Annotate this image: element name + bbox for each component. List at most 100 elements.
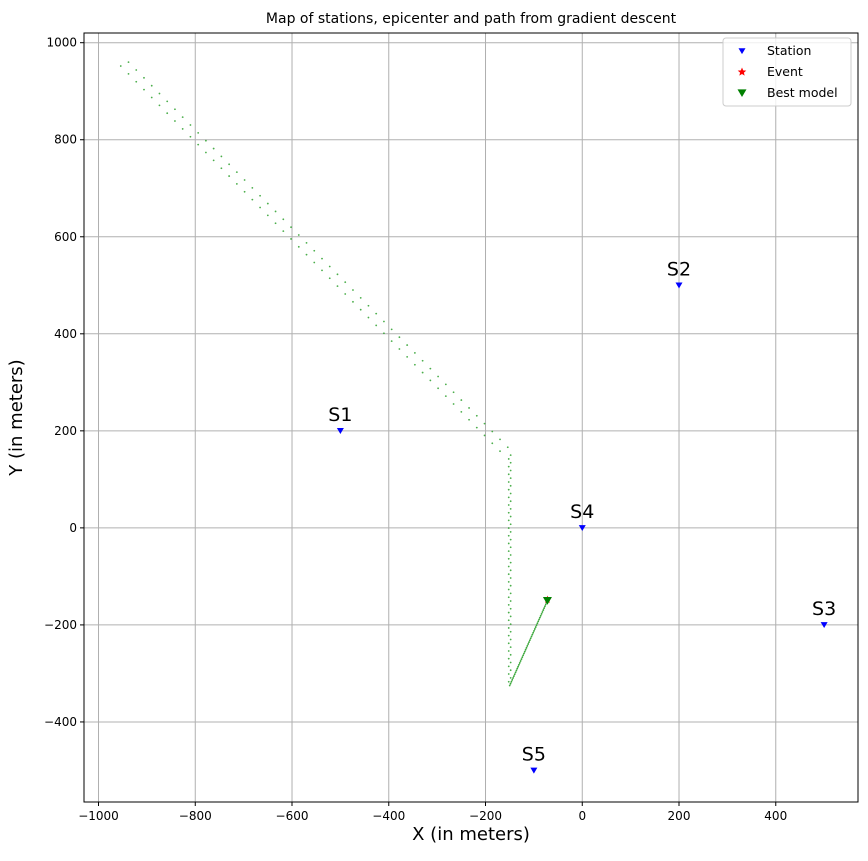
path-point (437, 375, 440, 378)
path-point (197, 131, 200, 134)
path-point (509, 607, 512, 610)
legend-triangle-icon (737, 89, 747, 98)
path-point (543, 607, 545, 610)
path-point (437, 387, 440, 390)
path-point (189, 135, 192, 138)
path-point (398, 336, 401, 339)
axis-ticks: −1000 −800 −600 −400 −200 0 200 400 −400 −200 0 200… (44, 36, 787, 823)
path-point (507, 650, 510, 652)
path-point (516, 667, 519, 670)
path-point (507, 596, 510, 599)
path-point (328, 265, 331, 268)
x-tick-label: −600 (276, 809, 309, 823)
path-point (251, 198, 254, 201)
path-point (509, 477, 512, 480)
path-point (305, 241, 308, 244)
legend-triangle-icon (738, 48, 746, 55)
path-point (544, 603, 547, 606)
path-point (523, 652, 525, 655)
path-point (509, 646, 512, 649)
legend-label: Event (767, 64, 803, 79)
x-tick-label: 0 (578, 809, 586, 823)
path-point (528, 641, 530, 644)
path-point (509, 600, 512, 602)
path-point (483, 434, 486, 437)
path-point (507, 511, 510, 514)
path-point (538, 618, 540, 621)
path-point (538, 616, 541, 619)
path-point (166, 112, 169, 115)
path-point (491, 442, 494, 445)
path-point (507, 542, 510, 545)
path-point (119, 65, 122, 67)
path-point (512, 675, 515, 678)
path-point (507, 588, 510, 591)
path-point (533, 629, 535, 632)
path-point (509, 469, 512, 472)
path-point (509, 592, 512, 595)
path-point (290, 226, 292, 229)
path-point (127, 73, 130, 75)
station-marker (336, 428, 344, 434)
path-point (429, 379, 432, 382)
path-point (205, 139, 207, 142)
path-point (509, 653, 512, 656)
path-point (313, 261, 316, 264)
path-point (507, 657, 510, 660)
path-point (158, 92, 161, 95)
y-tick-label: 800 (54, 133, 77, 147)
path-line (509, 600, 548, 686)
path-point (507, 665, 510, 668)
path-point (507, 673, 510, 675)
path-point (507, 519, 510, 522)
station-label: S1 (328, 404, 352, 426)
path-point (533, 628, 536, 630)
path-point (525, 646, 528, 649)
path-point (375, 324, 378, 327)
path-point (352, 289, 354, 291)
path-point (509, 500, 512, 503)
path-point (143, 76, 145, 79)
path-point (507, 550, 510, 553)
path-point (507, 580, 510, 583)
path-point (509, 538, 512, 541)
path-point (235, 171, 238, 174)
path-point (509, 515, 512, 518)
legend-star-icon (737, 67, 747, 76)
legend-label: Best model (767, 85, 838, 100)
path-point (499, 450, 501, 453)
path-point (344, 281, 347, 284)
path-point (527, 643, 530, 645)
x-tick-label: −1000 (78, 809, 119, 823)
path-point (491, 430, 494, 433)
path-point (509, 682, 512, 685)
y-tick-label: 400 (54, 327, 77, 341)
station-marker (578, 525, 586, 532)
y-tick-label: 200 (54, 424, 77, 438)
path-point (508, 684, 511, 687)
path-point (444, 395, 447, 398)
path-point (507, 481, 510, 483)
y-tick-label: 600 (54, 230, 77, 244)
gradient-descent-path (119, 61, 549, 687)
path-point (460, 410, 463, 413)
path-point (507, 534, 510, 537)
path-point (507, 458, 510, 460)
path-point (390, 340, 393, 343)
path-point (509, 569, 512, 572)
station-label: S2 (667, 258, 691, 280)
path-point (475, 414, 478, 417)
path-point (507, 627, 510, 629)
path-point (509, 615, 512, 618)
path-point (509, 669, 512, 672)
x-axis-label: X (in meters) (412, 824, 530, 845)
path-point (166, 100, 169, 103)
path-point (483, 422, 486, 425)
path-point (509, 546, 512, 549)
path-point (266, 202, 269, 205)
path-point (421, 359, 424, 362)
path-point (517, 665, 519, 668)
path-point (212, 159, 215, 162)
path-point (509, 492, 512, 495)
